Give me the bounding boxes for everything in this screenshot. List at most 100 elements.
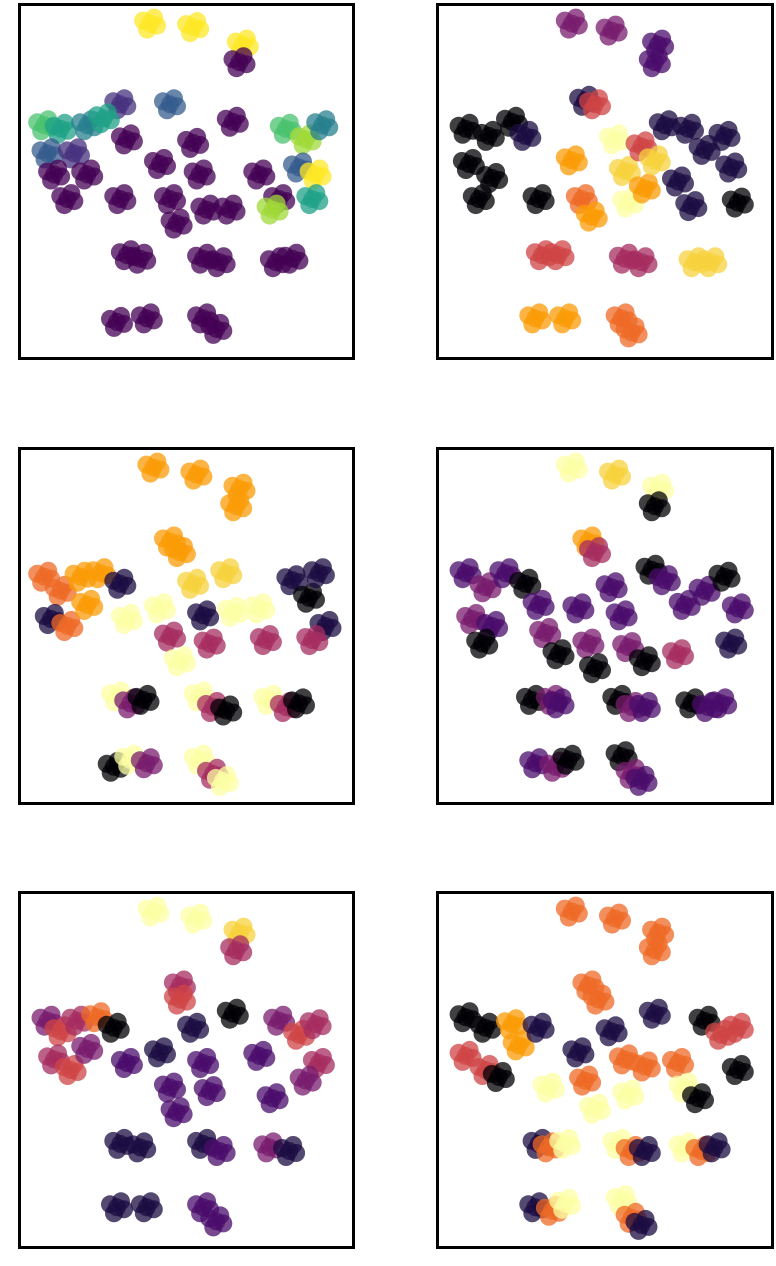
scatter-point [267, 194, 286, 213]
scatter-point [254, 159, 273, 178]
scatter-panel-4 [436, 447, 774, 805]
scatter-point [719, 561, 738, 580]
scatter-point [623, 632, 642, 651]
scatter-point [174, 646, 193, 665]
scatter-plot-3 [28, 452, 342, 796]
scatter-point [82, 159, 101, 178]
scatter-point [573, 593, 592, 612]
scatter-point [112, 306, 130, 325]
scatter-point [553, 639, 572, 658]
scatter-point [483, 120, 502, 139]
scatter-point [300, 1065, 319, 1084]
scatter-point [49, 1044, 68, 1063]
scatter-point [227, 596, 246, 615]
scatter-point [533, 184, 552, 203]
scatter-point [732, 1012, 751, 1031]
scatter-plot-2 [449, 8, 754, 348]
scatter-point [726, 152, 745, 171]
scatter-point [530, 303, 549, 322]
scatter-point [590, 653, 608, 672]
scatter-point [636, 765, 655, 784]
scatter-point [42, 1005, 61, 1024]
scatter-point [284, 1136, 303, 1154]
scatter-point [719, 120, 738, 139]
scatter-point [194, 159, 213, 178]
scatter-point [732, 1055, 751, 1073]
scatter-point [69, 138, 87, 157]
scatter-point [260, 625, 279, 644]
scatter-point [191, 903, 210, 922]
scatter-point [566, 452, 585, 471]
scatter-point [487, 611, 506, 629]
scatter-point [108, 1012, 127, 1031]
scatter-point [155, 149, 173, 167]
scatter-point [171, 1097, 190, 1116]
scatter-point [636, 131, 655, 150]
scatter-point [576, 184, 595, 203]
scatter-point [92, 1002, 111, 1021]
scatter-point [610, 903, 628, 922]
scatter-point [221, 558, 240, 577]
scatter-point [227, 106, 246, 125]
scatter-point [507, 1009, 525, 1028]
scatter-point [234, 47, 253, 66]
scatter-point [646, 554, 665, 573]
scatter-point [649, 998, 668, 1017]
scatter-point [586, 201, 605, 220]
scatter-point [188, 568, 207, 587]
scatter-point [274, 1005, 293, 1024]
scatter-point [148, 896, 167, 915]
scatter-point [135, 243, 154, 262]
scatter-point [699, 1005, 718, 1024]
scatter-point [95, 558, 114, 577]
scatter-point [659, 565, 678, 584]
scatter-point [460, 113, 479, 132]
scatter-point [155, 593, 173, 612]
scatter-point [533, 589, 552, 608]
scatter-point [313, 1048, 332, 1066]
scatter-point [82, 1033, 101, 1052]
scatter-point [188, 1012, 207, 1031]
scatter-point [626, 317, 645, 336]
scatter-point [145, 8, 164, 27]
scatter-point [563, 744, 582, 763]
scatter-point [540, 618, 559, 636]
scatter-point [566, 8, 585, 27]
scatter-point [583, 628, 602, 647]
scatter-panel-6 [436, 891, 774, 1249]
scatter-point [254, 593, 273, 612]
scatter-point [254, 1040, 273, 1059]
scatter-point [639, 173, 658, 192]
scatter-point [616, 600, 635, 619]
scatter-point [98, 103, 117, 122]
scatter-point [221, 695, 240, 714]
scatter-point [198, 303, 217, 322]
scatter-point [463, 149, 482, 167]
scatter-point [726, 628, 745, 647]
scatter-point [639, 646, 658, 665]
scatter-point [39, 561, 58, 580]
scatter-point [310, 1009, 329, 1028]
scatter-plot-1 [28, 8, 339, 344]
scatter-point [616, 303, 635, 322]
scatter-point [649, 145, 668, 164]
scatter-plot-5 [31, 896, 335, 1237]
scatter-point [211, 313, 230, 332]
scatter-point [214, 1136, 233, 1154]
scatter-point [649, 47, 668, 66]
scatter-point [204, 1076, 223, 1095]
scatter-point [560, 1188, 579, 1207]
scatter-plot-4 [449, 452, 754, 796]
scatter-point [560, 1128, 579, 1147]
scatter-point [155, 1037, 173, 1056]
scatter-point [460, 1002, 479, 1021]
scatter-point [460, 558, 479, 577]
scatter-point [480, 1012, 499, 1031]
scatter-point [313, 558, 332, 577]
scatter-point [214, 247, 233, 266]
scatter-point [267, 1083, 286, 1102]
scatter-point [477, 628, 496, 647]
scatter-point [135, 1132, 154, 1151]
scatter-point [673, 639, 691, 658]
scatter-point [234, 917, 253, 936]
